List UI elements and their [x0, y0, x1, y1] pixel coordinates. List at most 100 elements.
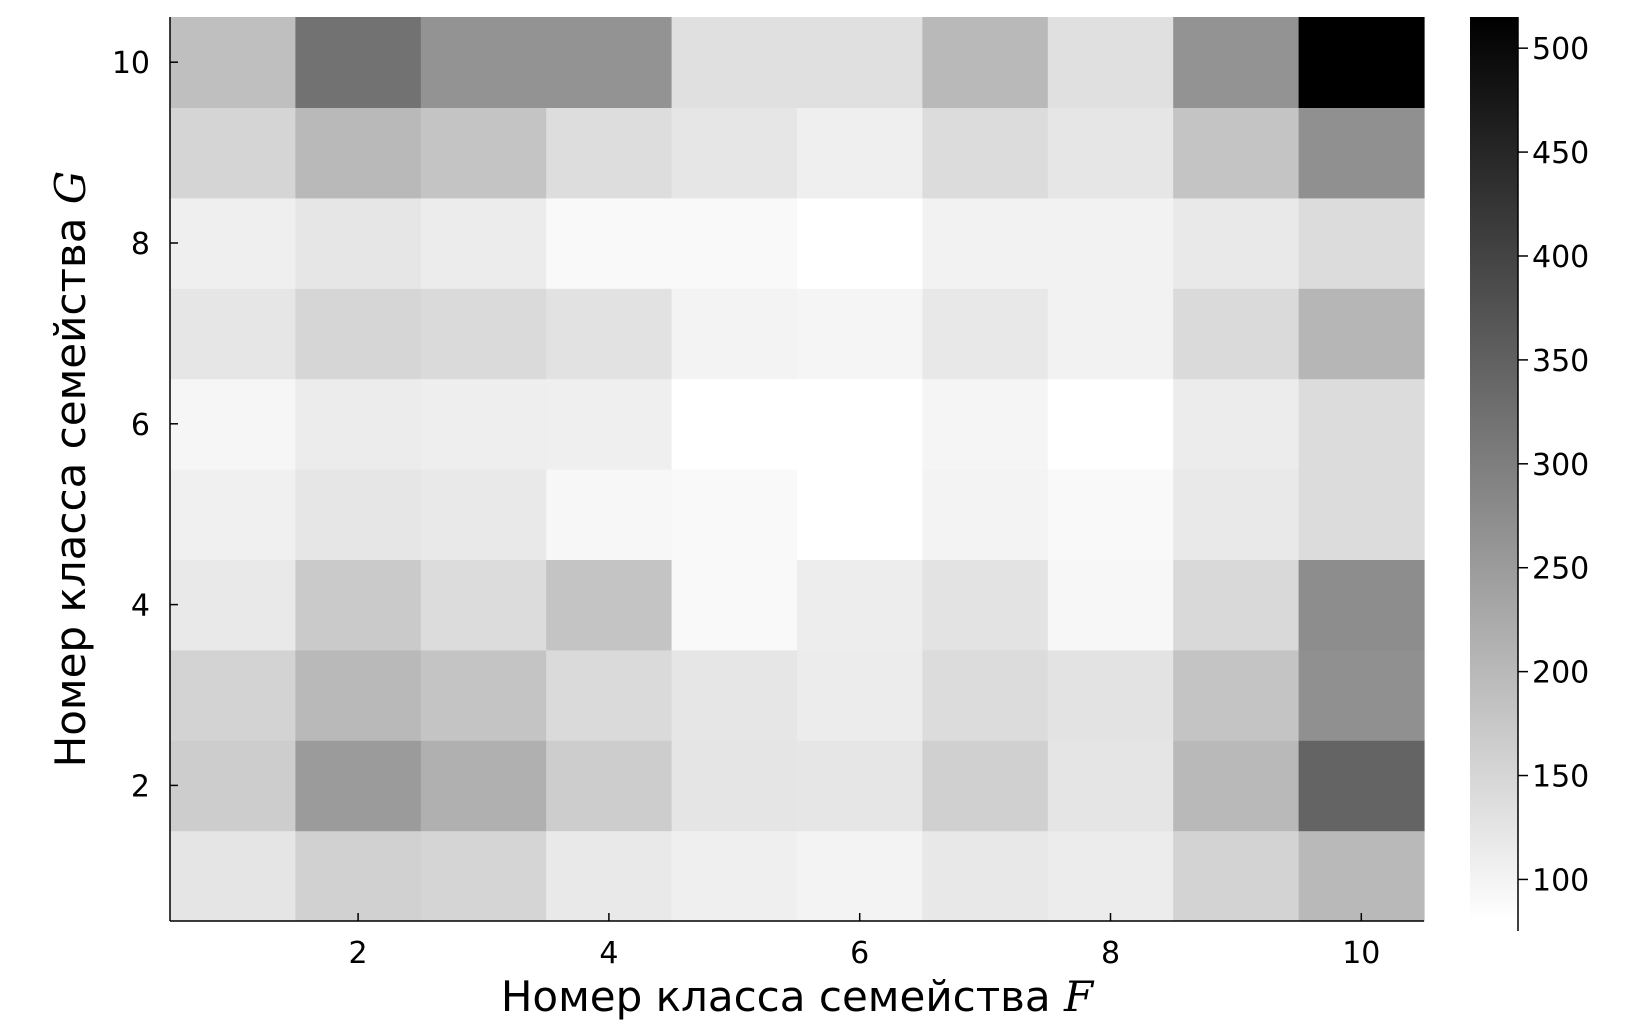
- y-tick-label: 2: [131, 769, 150, 804]
- heatmap-cell-f3-g4: [420, 559, 547, 651]
- heatmap-cell-f1-g1: [170, 830, 296, 922]
- heatmap-cell-f7-g1: [922, 830, 1049, 922]
- y-tick-label: 10: [112, 46, 150, 81]
- heatmap-cell-f5-g8: [671, 197, 798, 289]
- heatmap-cell-f5-g2: [671, 740, 798, 832]
- heatmap-cell-f4-g2: [546, 740, 673, 832]
- heatmap-cell-f6-g4: [797, 559, 923, 651]
- heatmap-cell-f9-g9: [1173, 107, 1300, 199]
- heatmap-cell-f5-g4: [671, 559, 798, 651]
- heatmap-cell-f3-g7: [420, 288, 547, 380]
- heatmap-cell-f7-g5: [922, 469, 1049, 560]
- heatmap-cell-f9-g10: [1173, 17, 1300, 108]
- heatmap-cell-f1-g9: [170, 107, 296, 199]
- heatmap-cell-f6-g1: [797, 830, 923, 922]
- heatmap-cell-f10-g7: [1298, 288, 1425, 380]
- colorbar-tick-label: 150: [1532, 760, 1589, 795]
- heatmap-cell-f1-g2: [170, 740, 296, 832]
- heatmap-cell-f5-g6: [671, 378, 798, 470]
- heatmap-cell-f8-g1: [1047, 830, 1174, 922]
- heatmap-cell-f4-g10: [546, 17, 673, 108]
- heatmap-cell-f2-g2: [295, 740, 422, 832]
- heatmap-cell-f1-g10: [170, 17, 296, 108]
- heatmap-cell-f10-g4: [1298, 559, 1425, 651]
- heatmap-cell-f10-g10: [1298, 17, 1425, 108]
- heatmap-cell-f2-g7: [295, 288, 422, 380]
- heatmap-cell-f1-g8: [170, 197, 296, 289]
- x-tick-label: 4: [599, 936, 618, 971]
- heatmap-cell-f9-g4: [1173, 559, 1300, 651]
- heatmap-cell-f6-g3: [797, 649, 923, 741]
- heatmap-cell-f2-g6: [295, 378, 422, 470]
- y-axis-label: Номер класса семейства G: [46, 171, 95, 768]
- heatmap-cell-f7-g2: [922, 740, 1049, 832]
- heatmap-cell-f10-g3: [1298, 649, 1425, 741]
- heatmap-cell-f5-g1: [671, 830, 798, 922]
- heatmap-cell-f1-g3: [170, 649, 296, 741]
- heatmap-cell-f3-g2: [420, 740, 547, 832]
- heatmap-cell-f7-g3: [922, 649, 1049, 741]
- heatmap-cell-f7-g7: [922, 288, 1049, 380]
- heatmap-cell-f10-g2: [1298, 740, 1425, 832]
- heatmap-cell-f3-g5: [420, 469, 547, 560]
- heatmap-cell-f2-g5: [295, 469, 422, 560]
- heatmap-cell-f1-g6: [170, 378, 296, 470]
- heatmap-cell-f10-g8: [1298, 197, 1425, 289]
- colorbar-tick-label: 250: [1532, 552, 1589, 587]
- plot-axes: [169, 17, 1424, 922]
- heatmap-cell-f8-g6: [1047, 378, 1174, 470]
- heatmap-cell-f9-g7: [1173, 288, 1300, 380]
- heatmap-cell-f6-g10: [797, 17, 923, 108]
- heatmap-cell-f1-g4: [170, 559, 296, 651]
- heatmap-cell-f4-g6: [546, 378, 673, 470]
- heatmap-cell-f9-g1: [1173, 830, 1300, 922]
- colorbar-tick-label: 450: [1532, 136, 1589, 171]
- heatmap-cell-f3-g6: [420, 378, 547, 470]
- heatmap-cell-f4-g4: [546, 559, 673, 651]
- heatmap-cell-f2-g3: [295, 649, 422, 741]
- colorbar-tick-label: 350: [1532, 344, 1589, 379]
- heatmap-cell-f3-g9: [420, 107, 547, 199]
- heatmap-cell-f10-g5: [1298, 469, 1425, 560]
- heatmap-cell-f3-g1: [420, 830, 547, 922]
- heatmap-cell-f8-g5: [1047, 469, 1174, 560]
- heatmap-cell-f5-g3: [671, 649, 798, 741]
- heatmap-cell-f7-g6: [922, 378, 1049, 470]
- heatmap-cell-f9-g5: [1173, 469, 1300, 560]
- heatmap-cell-f5-g10: [671, 17, 798, 108]
- heatmap-cell-f8-g2: [1047, 740, 1174, 832]
- heatmap-cell-f7-g4: [922, 559, 1049, 651]
- heatmap-cell-f8-g7: [1047, 288, 1174, 380]
- heatmap-cell-f9-g6: [1173, 378, 1300, 470]
- heatmap-cell-f1-g5: [170, 469, 296, 560]
- heatmap-cell-f8-g10: [1047, 17, 1174, 108]
- colorbar-tick-label: 300: [1532, 448, 1589, 483]
- colorbar-ticks: 100 150 200 250 300 350 400 450 500: [1518, 32, 1589, 898]
- heatmap-cell-f7-g10: [922, 17, 1049, 108]
- x-ticks: 2 4 6 8 10: [349, 913, 1380, 971]
- heatmap-cell-f6-g7: [797, 288, 923, 380]
- x-tick-label: 10: [1342, 936, 1380, 971]
- heatmap-cell-f8-g3: [1047, 649, 1174, 741]
- heatmap-cell-f3-g8: [420, 197, 547, 289]
- heatmap-cell-f8-g8: [1047, 197, 1174, 289]
- heatmap-cell-f5-g5: [671, 469, 798, 560]
- heatmap-cell-f4-g3: [546, 649, 673, 741]
- y-tick-label: 8: [131, 227, 150, 262]
- heatmap-cell-f4-g1: [546, 830, 673, 922]
- heatmap-cell-f10-g9: [1298, 107, 1425, 199]
- heatmap-cell-f4-g7: [546, 288, 673, 380]
- heatmap-cell-f4-g8: [546, 197, 673, 289]
- heatmap-cell-f6-g2: [797, 740, 923, 832]
- heatmap-cell-f5-g9: [671, 107, 798, 199]
- heatmap-cells: [170, 17, 1425, 922]
- heatmap-cell-f7-g9: [922, 107, 1049, 199]
- heatmap-cell-f7-g8: [922, 197, 1049, 289]
- heatmap-cell-f5-g7: [671, 288, 798, 380]
- heatmap-cell-f2-g1: [295, 830, 422, 922]
- heatmap-cell-f10-g1: [1298, 830, 1425, 922]
- y-tick-label: 4: [131, 589, 150, 624]
- heatmap-cell-f2-g9: [295, 107, 422, 199]
- heatmap-cell-f8-g4: [1047, 559, 1174, 651]
